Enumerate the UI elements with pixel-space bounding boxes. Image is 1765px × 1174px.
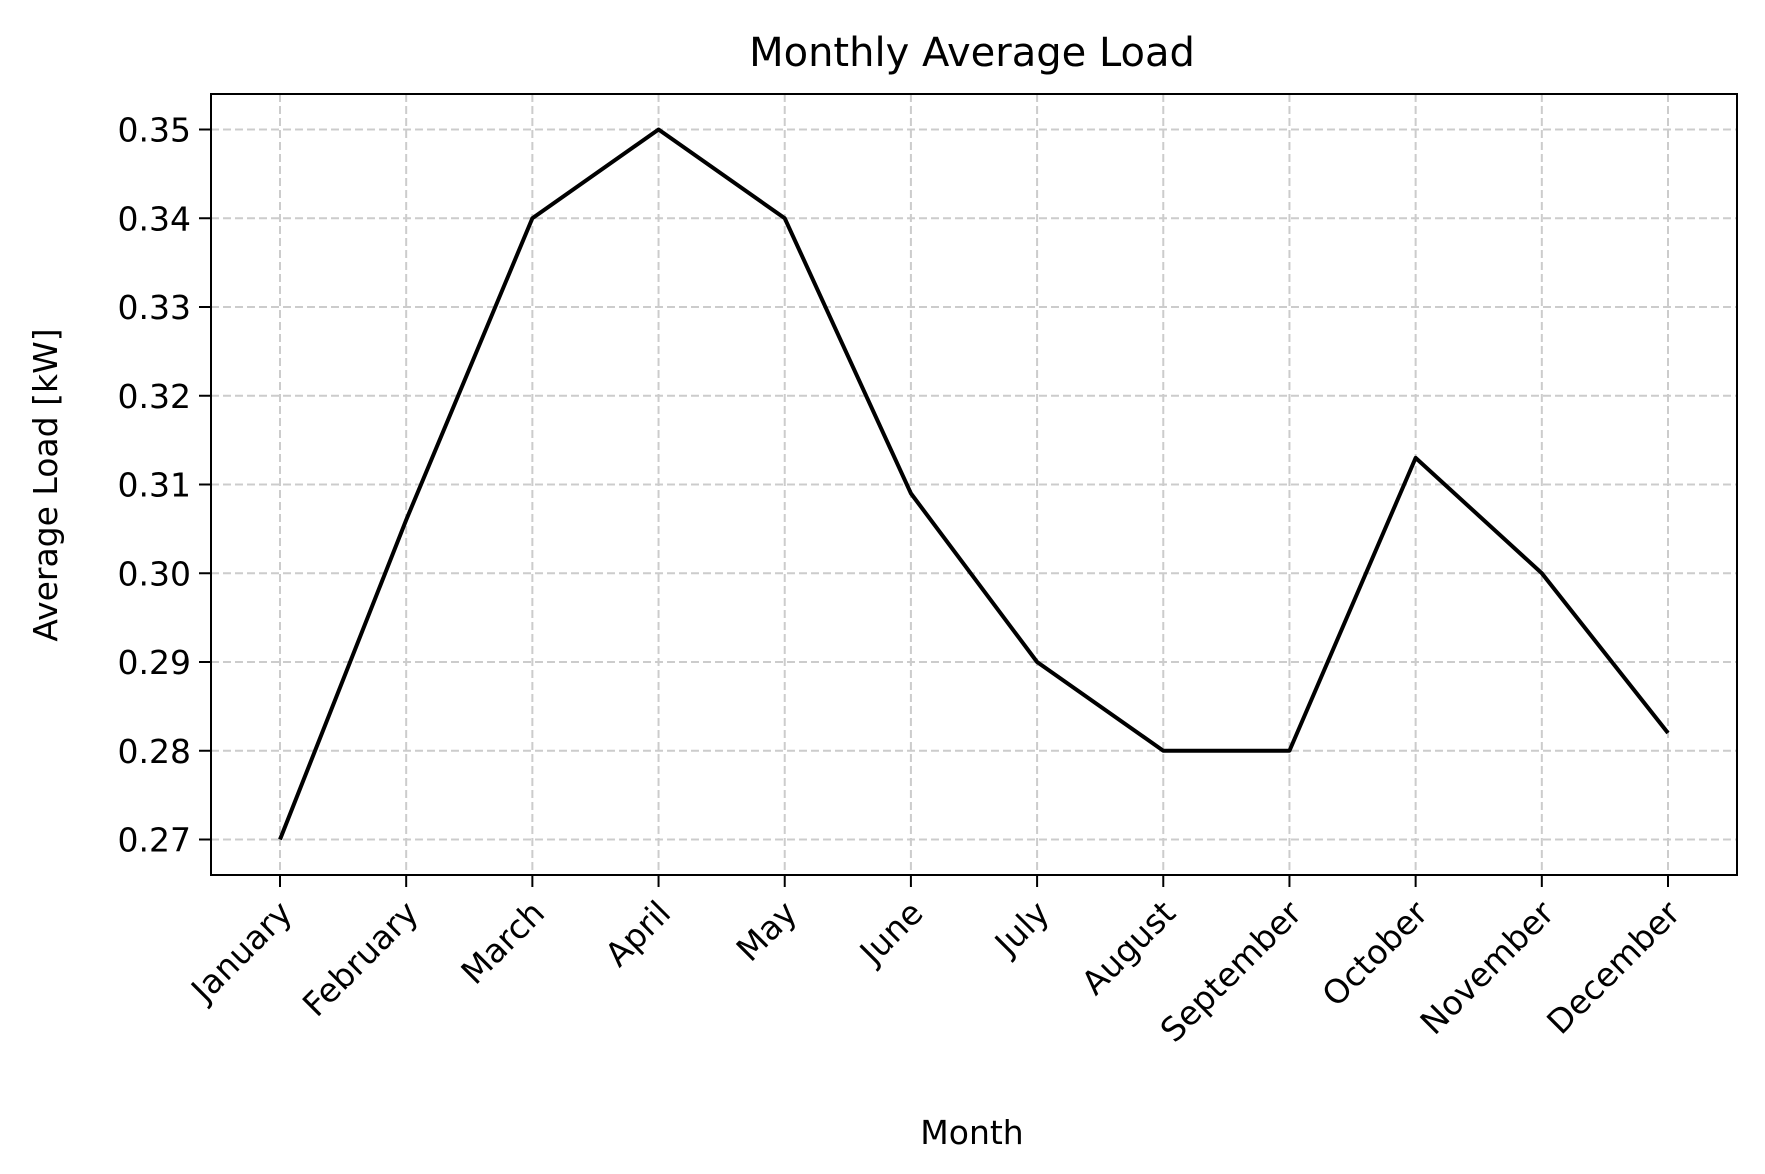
- x-axis-label: Month: [920, 1113, 1023, 1152]
- y-tick-label: 0.32: [118, 377, 191, 416]
- y-tick-label: 0.27: [118, 821, 191, 860]
- plot-frame: [210, 93, 1738, 876]
- grid-layer: [211, 94, 1737, 875]
- y-tick-label: 0.29: [118, 643, 191, 682]
- y-tick-label: 0.31: [118, 466, 191, 505]
- series-layer: [278, 127, 1670, 841]
- series-line: [278, 127, 1670, 841]
- y-axis-label: Average Load [kW]: [26, 328, 65, 641]
- y-tick-label: 0.28: [118, 732, 191, 771]
- y-tick-label: 0.33: [118, 288, 191, 327]
- y-tick-label: 0.35: [118, 111, 191, 150]
- chart-title: Monthly Average Load: [749, 30, 1195, 76]
- y-tick-label: 0.34: [118, 199, 191, 238]
- y-tick-label: 0.30: [118, 554, 191, 593]
